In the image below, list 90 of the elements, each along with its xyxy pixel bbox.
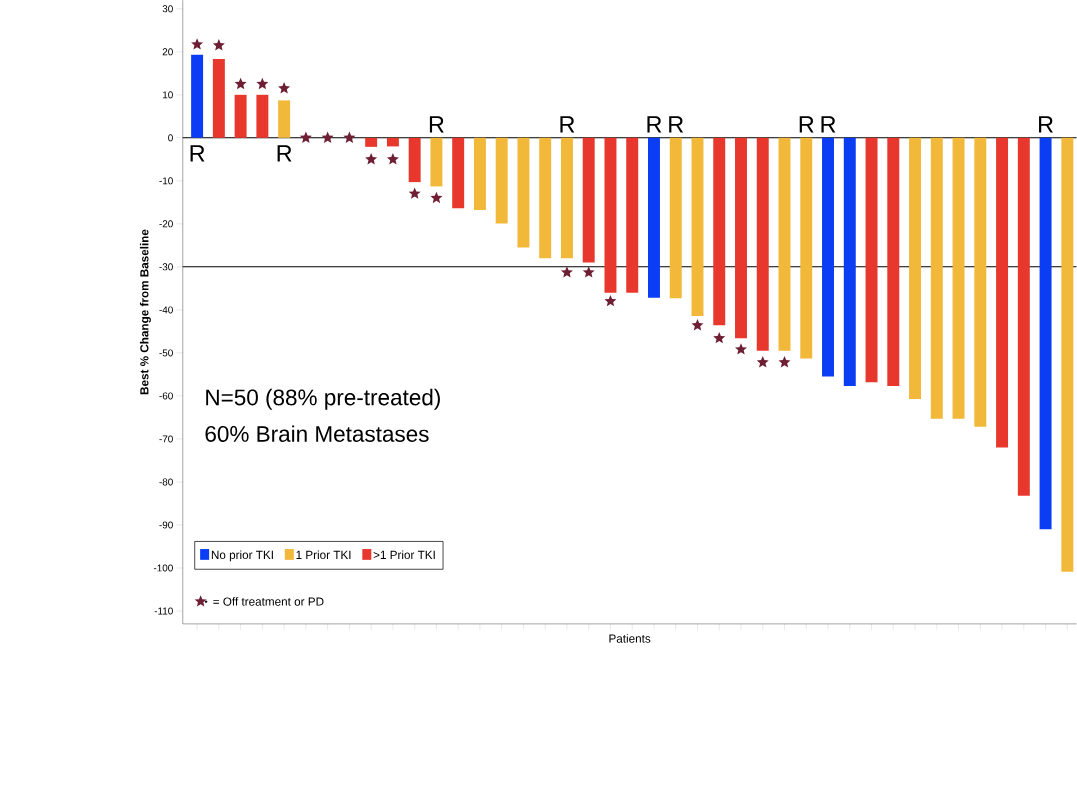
x-axis-title: Patients [609, 634, 651, 643]
bar [778, 137, 791, 351]
y-axis-title: Best % Change from Baseline [139, 229, 151, 395]
bar [473, 137, 486, 211]
bar [604, 137, 617, 293]
data-label: R [647, 116, 662, 133]
data-label: R [821, 116, 836, 133]
point [735, 343, 747, 355]
legend-label: = Off treatment or PD [213, 597, 324, 606]
bar [191, 54, 204, 138]
bar [256, 94, 269, 138]
y-tick-label: -60 [159, 392, 173, 400]
point [299, 131, 312, 143]
point [321, 131, 334, 143]
bar [909, 137, 922, 399]
y-tick-label: -110 [154, 607, 173, 615]
bar [843, 137, 856, 387]
bar [756, 137, 769, 351]
data-label: R [277, 145, 292, 162]
bar [887, 137, 900, 387]
legend-label: >1 Prior TKI [373, 550, 435, 560]
bar [560, 137, 573, 259]
bar [1017, 137, 1030, 496]
point [604, 295, 617, 307]
y-tick-label: -30 [159, 263, 173, 271]
bar [800, 137, 813, 359]
y-tick-label: -20 [159, 220, 173, 228]
point [386, 153, 399, 165]
point [256, 77, 269, 90]
y-tick-label: 10 [163, 91, 173, 99]
bar [930, 137, 943, 419]
bar [495, 137, 508, 224]
bar [430, 137, 443, 187]
y-tick-label: -100 [153, 564, 173, 572]
point [713, 332, 726, 344]
y-tick-label: 30 [162, 5, 173, 13]
y-tick-label: -70 [159, 435, 173, 443]
point [278, 82, 291, 94]
y-tick-label: 20 [162, 48, 173, 56]
bar [669, 137, 682, 299]
data-label: R [799, 116, 814, 133]
point [408, 187, 421, 199]
bar [865, 137, 878, 383]
bar [212, 59, 225, 138]
bar [822, 137, 834, 377]
bar [539, 137, 552, 259]
bar [1039, 137, 1052, 530]
data-label: R [429, 116, 444, 133]
data-label: R [560, 116, 575, 133]
data-label: R [1039, 116, 1053, 133]
data-label: R [669, 116, 684, 133]
point [234, 77, 247, 90]
bar [647, 137, 660, 298]
bar [234, 94, 247, 138]
bar [517, 137, 530, 248]
point [582, 266, 595, 278]
bar [626, 137, 639, 293]
y-tick-label: -40 [159, 306, 173, 314]
bar [582, 137, 595, 263]
bar [952, 137, 965, 419]
point [191, 38, 204, 50]
y-tick-label: -80 [159, 478, 173, 486]
bar [1061, 137, 1074, 572]
point [430, 191, 443, 204]
bar [713, 137, 726, 326]
bar [735, 137, 747, 339]
point [560, 266, 573, 278]
bar [365, 137, 378, 147]
y-tick-label: -50 [159, 349, 173, 357]
y-tick-label: -10 [159, 177, 173, 185]
point [212, 39, 225, 51]
bar [691, 137, 704, 316]
bar [974, 137, 987, 427]
bar [386, 137, 399, 147]
bar [278, 100, 291, 138]
legend-label: 1 Prior TKI [296, 550, 351, 560]
legend-label: No prior TKI [211, 550, 273, 562]
point [343, 131, 356, 143]
annotation: N=50 (88% pre-treated) [206, 388, 440, 410]
bar [996, 137, 1009, 448]
point [778, 356, 791, 368]
y-tick-label: -90 [159, 521, 173, 529]
data-label: R [190, 145, 205, 162]
point [691, 319, 704, 331]
annotation: 60% Brain Metastases [205, 425, 429, 442]
y-tick-label: 0 [168, 134, 173, 142]
bar [408, 137, 421, 183]
point [365, 153, 378, 165]
point [756, 356, 769, 368]
bar [452, 137, 465, 209]
